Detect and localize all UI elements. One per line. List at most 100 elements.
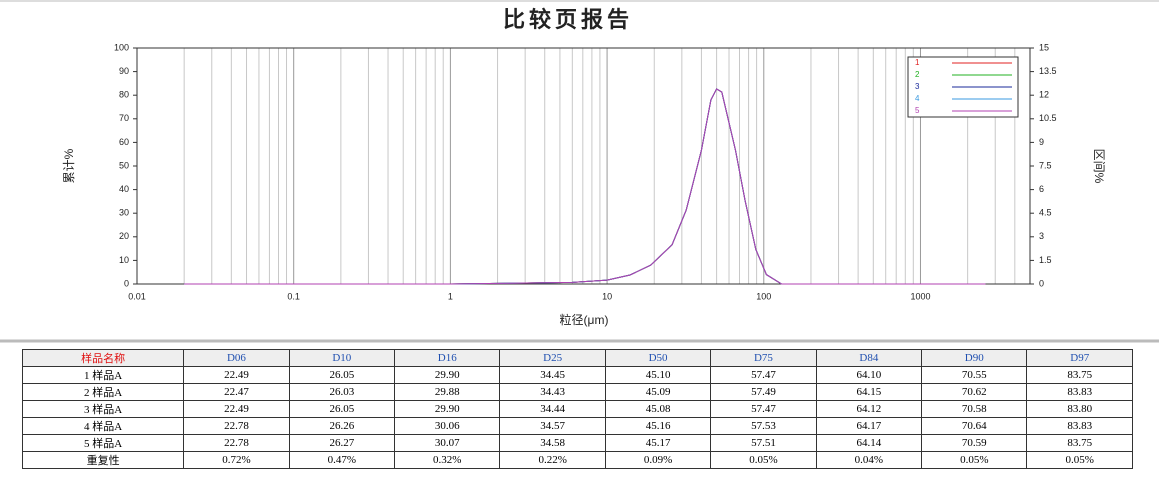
table-cell: 22.47 <box>183 383 290 401</box>
y-tick-label: 50 <box>119 160 129 170</box>
x-tick-label: 1000 <box>910 291 930 301</box>
header-cell: D06 <box>183 349 290 367</box>
y2-tick-label: 3 <box>1039 231 1044 241</box>
plot-frame <box>136 47 1031 285</box>
table-cell: 0.09% <box>604 451 712 469</box>
table-cell: 57.53 <box>710 417 817 435</box>
x-axis-title: 粒径(μm) <box>560 312 609 327</box>
result-table: 样品名称 D06 D10 D16 D25 D50 D75 D84 D90 D97 1 样品A 22.4… <box>21 349 1133 469</box>
table-cell: 29.88 <box>394 383 501 401</box>
table-cell: 83.75 <box>1026 434 1133 452</box>
header-row: 样品名称 D06 D10 D16 D25 D50 D75 D84 D90 D97 <box>21 349 1133 367</box>
chart: 比较页报告 粒径(μm) 累计% 区间% 0.01 0.1 1 10 100 100001… <box>0 0 1159 343</box>
y2-tick-label: 9 <box>1039 137 1044 147</box>
y-tick-label: 100 <box>114 42 129 52</box>
table-cell: 26.27 <box>288 434 396 452</box>
table-row: 5 样品A 22.78 26.27 30.07 34.58 45.17 57.51 64.14… <box>21 434 1133 452</box>
table-cell: 34.43 <box>499 383 606 401</box>
table-cell: 83.83 <box>1026 383 1133 401</box>
x-tick-label: 0.1 <box>287 291 300 301</box>
y-tick-label: 30 <box>119 208 129 218</box>
table-cell: 26.05 <box>288 366 396 384</box>
table-cell: 0.05% <box>921 451 1028 469</box>
table-cell: 26.03 <box>288 383 396 401</box>
table-cell: 26.26 <box>288 417 396 435</box>
legend-label: 3 <box>915 82 920 91</box>
table-cell: 45.09 <box>604 383 712 401</box>
y2-tick-label: 10.5 <box>1039 113 1057 123</box>
table-cell: 70.55 <box>921 366 1028 384</box>
y-tick-label: 10 <box>119 255 129 265</box>
table-cell: 64.17 <box>815 417 923 435</box>
table-cell: 22.78 <box>183 417 290 435</box>
legend-label: 1 <box>915 58 920 67</box>
series-line <box>184 88 986 285</box>
table-cell: 64.15 <box>815 383 923 401</box>
table-cell: 45.16 <box>604 417 712 435</box>
table-cell: 34.58 <box>499 434 606 452</box>
table-cell: 22.78 <box>183 434 290 452</box>
table-row: 3 样品A 22.49 26.05 29.90 34.44 45.08 57.47 64.12… <box>21 400 1133 418</box>
table-cell: 0.47% <box>288 451 396 469</box>
table-cell: 57.47 <box>710 400 817 418</box>
y-tick-label: 70 <box>119 113 129 123</box>
chart-title: 比较页报告 <box>503 7 633 33</box>
y2-tick-label: 1.5 <box>1039 255 1052 265</box>
table-cell: 0.04% <box>815 451 923 469</box>
table-cell: 1 样品A <box>21 366 185 384</box>
header-cell: D25 <box>499 349 606 367</box>
table-cell: 26.05 <box>288 400 396 418</box>
y2-tick-label: 15 <box>1039 42 1049 52</box>
y2-tick-label: 4.5 <box>1039 208 1052 218</box>
table-cell: 重复性 <box>21 451 185 469</box>
y2-tick-label: 7.5 <box>1039 160 1052 170</box>
table-cell: 83.80 <box>1026 400 1133 418</box>
table-cell: 30.07 <box>394 434 501 452</box>
table-row: 1 样品A 22.49 26.05 29.90 34.45 45.10 57.47 64.10… <box>21 366 1133 384</box>
table-cell: 22.49 <box>183 366 290 384</box>
table-cell: 0.72% <box>183 451 290 469</box>
y-tick-label: 60 <box>119 137 129 147</box>
table-cell: 83.75 <box>1026 366 1133 384</box>
series-line <box>184 88 986 285</box>
series-line <box>184 88 986 285</box>
x-tick-label: 0.01 <box>128 291 146 301</box>
header-cell: D10 <box>288 349 396 367</box>
table-cell: 3 样品A <box>21 400 185 418</box>
table-cell: 57.47 <box>710 366 817 384</box>
table-cell: 64.10 <box>815 366 923 384</box>
table-cell: 30.06 <box>394 417 501 435</box>
table-cell: 57.49 <box>710 383 817 401</box>
table-cell: 2 样品A <box>21 383 185 401</box>
y-axis-title: 累计% <box>62 148 76 183</box>
table-cell: 0.05% <box>710 451 817 469</box>
table-cell: 83.83 <box>1026 417 1133 435</box>
table-cell: 45.17 <box>604 434 712 452</box>
table-row: 4 样品A 22.78 26.26 30.06 34.57 45.16 57.53 64.17… <box>21 417 1133 435</box>
y-tick-label: 80 <box>119 90 129 100</box>
y2-tick-label: 13.5 <box>1039 66 1057 76</box>
table-cell: 0.32% <box>394 451 501 469</box>
y-tick-label: 0 <box>124 278 129 288</box>
table-cell: 34.57 <box>499 417 606 435</box>
table-cell: 4 样品A <box>21 417 185 435</box>
table-cell: 0.05% <box>1026 451 1133 469</box>
table-cell: 34.45 <box>499 366 606 384</box>
legend-label: 2 <box>915 70 920 79</box>
y-tick-label: 40 <box>119 184 129 194</box>
table-cell: 29.90 <box>394 400 501 418</box>
table-cell: 70.62 <box>921 383 1028 401</box>
y-tick-label: 90 <box>119 66 129 76</box>
table-cell: 22.49 <box>183 400 290 418</box>
table-cell: 5 样品A <box>21 434 185 452</box>
table-cell: 64.14 <box>815 434 923 452</box>
y2-axis-title: 区间% <box>1092 149 1106 184</box>
header-cell: D97 <box>1026 349 1133 367</box>
x-tick-label: 10 <box>602 291 612 301</box>
y2-tick-label: 12 <box>1039 90 1049 100</box>
table-cell: 64.12 <box>815 400 923 418</box>
y2-tick-label: 0 <box>1039 278 1044 288</box>
table-cell: 70.64 <box>921 417 1028 435</box>
header-cell: D90 <box>921 349 1028 367</box>
